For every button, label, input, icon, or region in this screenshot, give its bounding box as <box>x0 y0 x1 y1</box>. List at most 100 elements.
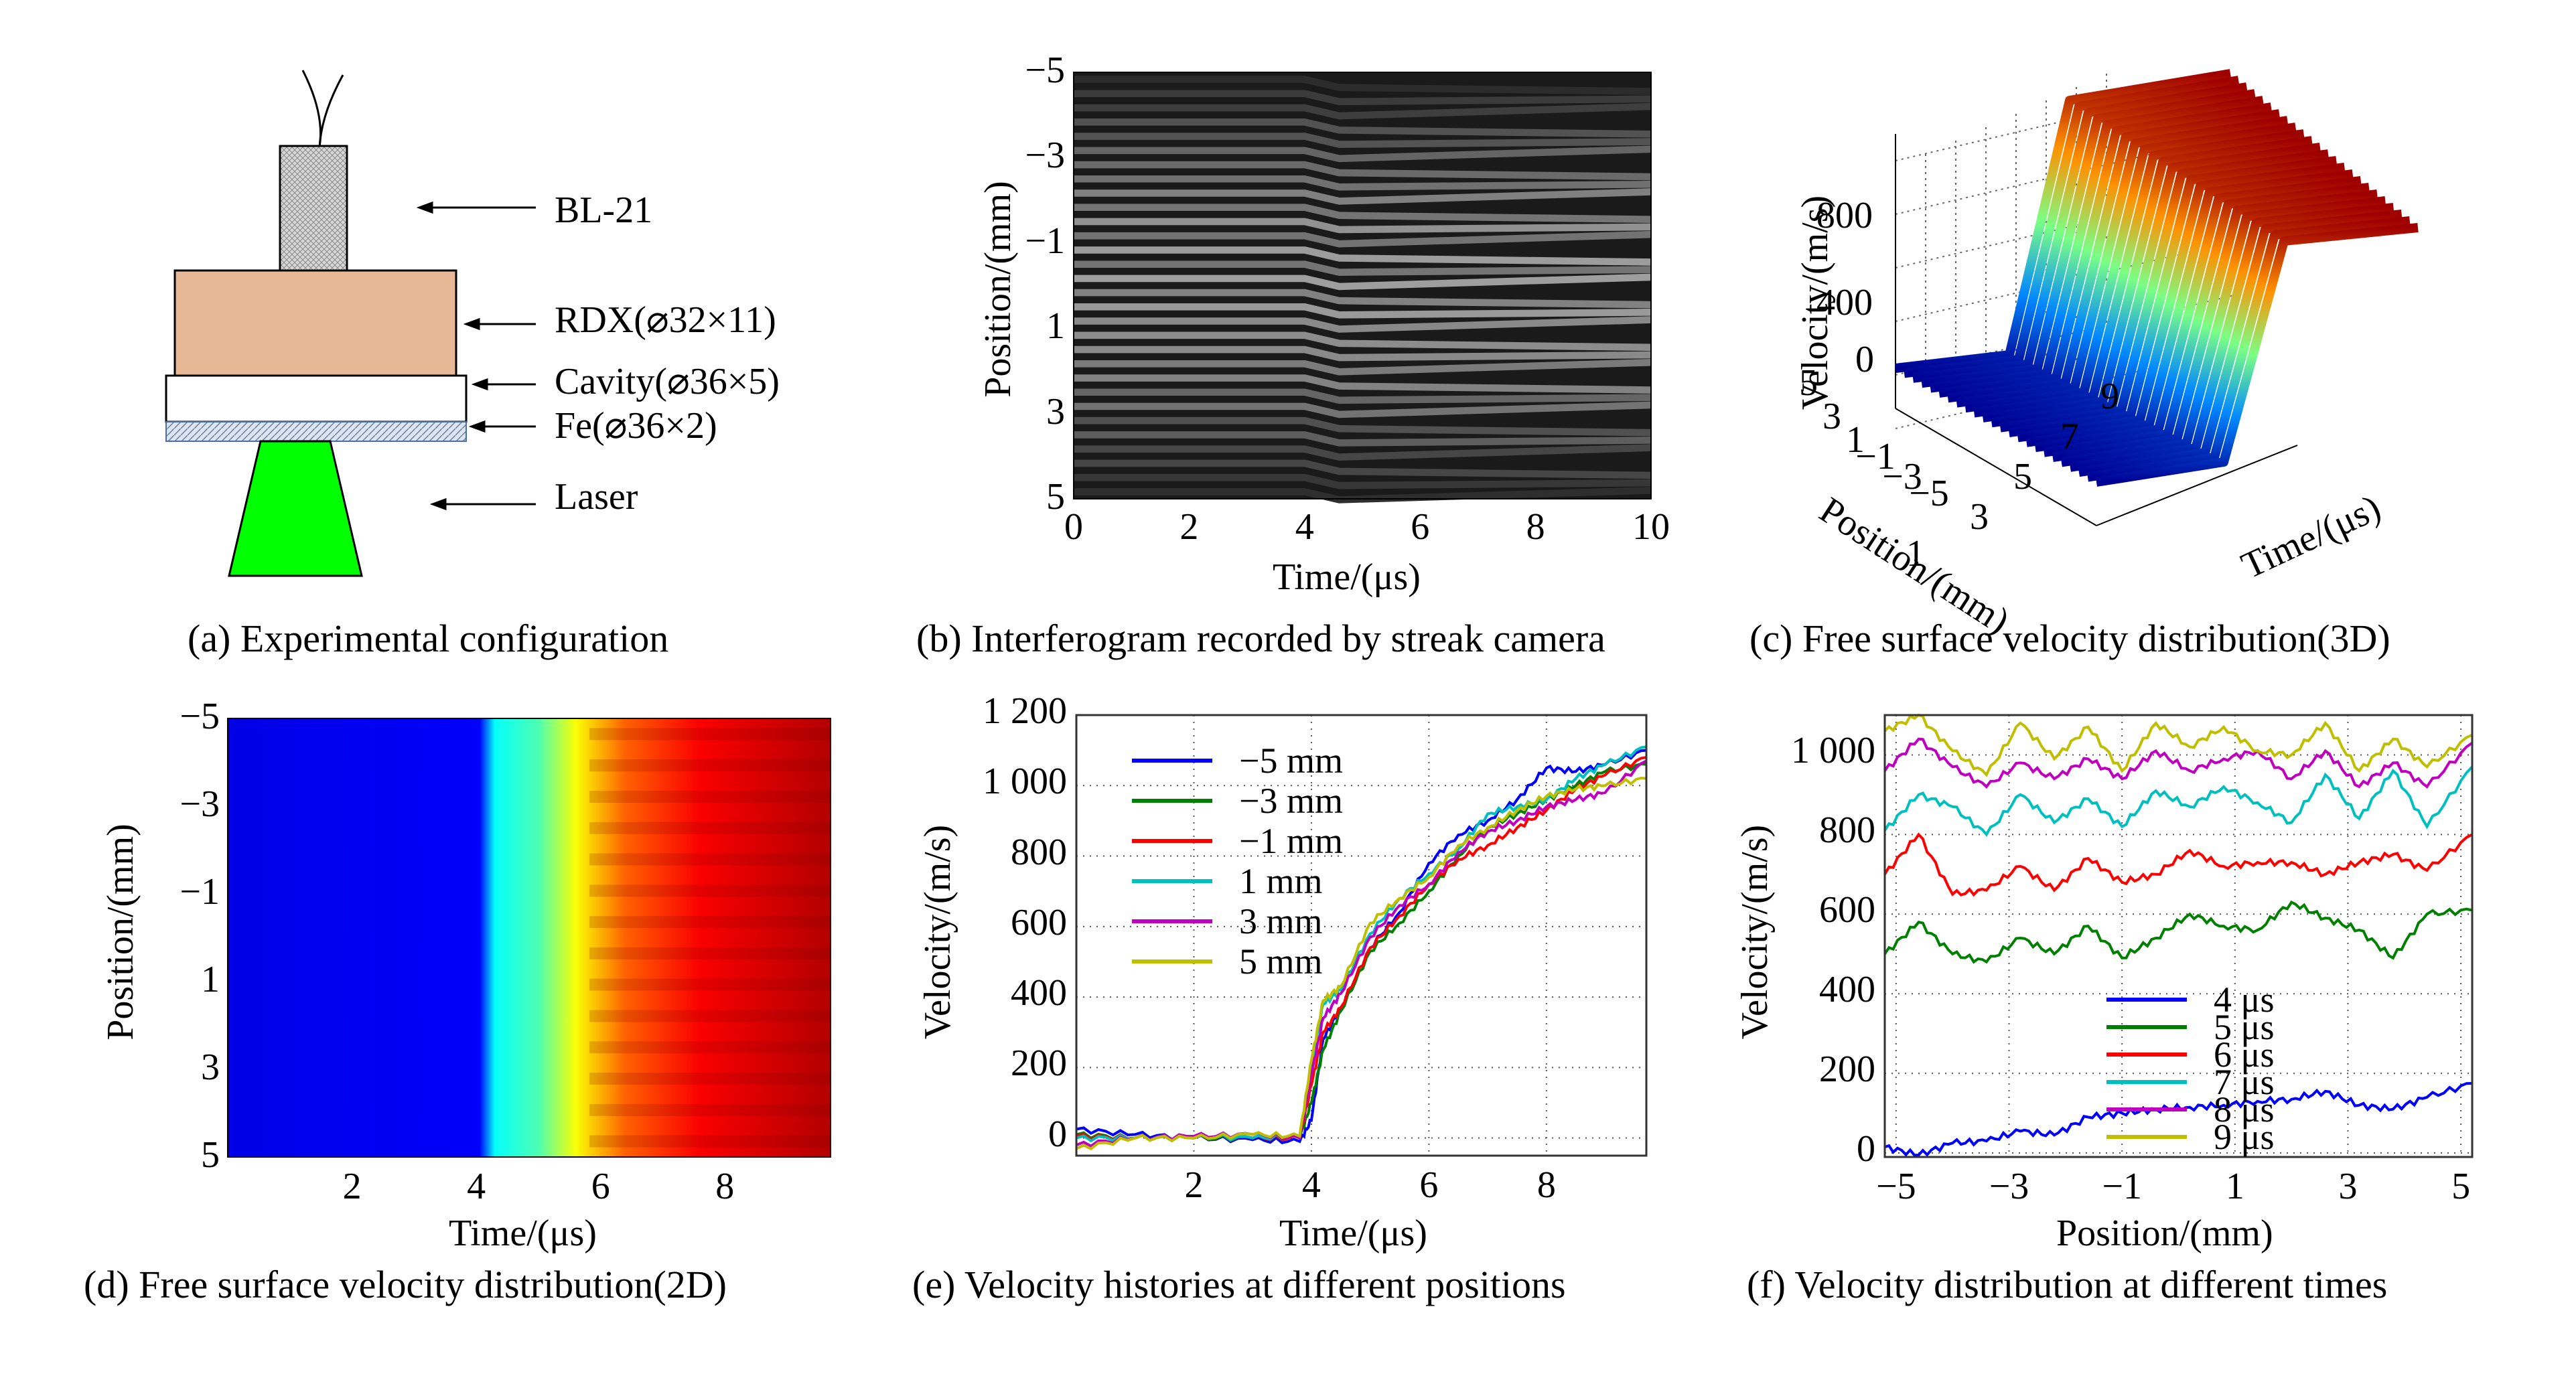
c-surface-strip <box>2095 223 2419 487</box>
b-ytick: 5 <box>1046 476 1065 518</box>
label-rdx: RDX(⌀32×11) <box>555 299 776 341</box>
xtick-label: 1 <box>2225 1166 2244 1207</box>
b-ytick: 3 <box>1046 390 1065 433</box>
c-ztick-0: 0 <box>1855 339 1874 380</box>
c-surface-strip <box>2025 169 2354 447</box>
c-surface-strip <box>2043 183 2370 457</box>
c-ytick: 1 <box>1846 419 1865 461</box>
b-fringe <box>1074 487 1652 504</box>
b-fringe <box>1074 316 1652 333</box>
legend-entry: 4 μs <box>2106 979 2274 1020</box>
rdx-charge <box>173 269 457 377</box>
ytick-label: 400 <box>1011 972 1067 1014</box>
detonator-wire-left <box>301 70 322 148</box>
b-fringe <box>1074 331 1652 352</box>
legend-swatch <box>2106 998 2187 1002</box>
ytick-label: 600 <box>1011 901 1067 943</box>
label-fe: Fe(⌀36×2) <box>555 405 717 447</box>
b-ytick: −3 <box>1025 135 1065 177</box>
legend-label: 9 μs <box>2214 1117 2275 1157</box>
c-surface-strip <box>1947 109 2281 403</box>
legend-entry: 5 mm <box>1132 941 1323 982</box>
series-line-7μs <box>1883 765 2474 837</box>
caption-e: (e) Velocity histories at different posi… <box>912 1263 1566 1306</box>
e-xlabel: Time/(μs) <box>1279 1213 1427 1254</box>
legend-swatch <box>2106 1135 2187 1139</box>
legend-swatch <box>2106 1080 2187 1084</box>
c-surface-strip <box>1991 143 2321 428</box>
velocity-distribution-chart <box>1883 713 2474 1158</box>
b-frame <box>1073 72 1652 499</box>
ytick-label: 1 000 <box>983 761 1067 803</box>
legend-entry: 8 μs <box>2106 1089 2274 1130</box>
legend-entry: −1 mm <box>1132 820 1343 862</box>
c-surface-strip <box>1921 89 2256 388</box>
fe-plate <box>165 421 467 442</box>
b-fringe <box>1074 119 1652 138</box>
legend-label: −1 mm <box>1239 821 1343 861</box>
c-ytick: 5 <box>1799 362 1818 404</box>
b-fringe <box>1074 188 1652 205</box>
b-fringe <box>1074 273 1652 291</box>
d-ytick: 3 <box>201 1047 220 1088</box>
c-yaxis <box>1895 408 2097 526</box>
legend-swatch <box>1132 919 1212 923</box>
xtick-label: −1 <box>2102 1166 2142 1207</box>
c-surface-strip <box>2060 196 2386 467</box>
legend-label: 4 μs <box>2214 980 2275 1020</box>
b-fringe <box>1074 218 1652 234</box>
legend-entry: −3 mm <box>1132 780 1343 822</box>
b-ytick: −5 <box>1025 50 1065 91</box>
b-fringe <box>1074 175 1652 191</box>
b-fringe <box>1074 473 1652 489</box>
b-fringe <box>1074 444 1652 461</box>
b-xtick: 8 <box>1526 506 1545 548</box>
c-xaxis <box>2096 445 2298 526</box>
legend-entry: 1 mm <box>1132 860 1323 902</box>
b-ytick: 1 <box>1046 305 1065 347</box>
plot-frame <box>1075 714 1648 1157</box>
ytick-label: 800 <box>1819 809 1875 852</box>
d-xtick: 4 <box>467 1166 486 1207</box>
c-ztick-800: 800 <box>1816 195 1873 236</box>
legend-entry: 3 mm <box>1132 901 1323 942</box>
c-surface-strip <box>1930 96 2264 393</box>
ytick-label: 200 <box>1011 1042 1067 1085</box>
b-xtick: 2 <box>1179 506 1199 548</box>
b-fringe <box>1074 76 1652 95</box>
label-cavity: Cavity(⌀36×5) <box>555 361 780 402</box>
xtick-label: 4 <box>1301 1164 1321 1206</box>
b-fringe <box>1074 289 1652 309</box>
xtick-label: 5 <box>2451 1166 2471 1207</box>
b-fringe <box>1074 374 1652 394</box>
d-ylabel: Position/(mm) <box>100 824 141 1040</box>
legend-label: 5 mm <box>1239 941 1323 982</box>
legend-entry: 6 μs <box>2106 1034 2274 1075</box>
ytick-label: 200 <box>1819 1049 1875 1091</box>
legend-label: 8 μs <box>2214 1089 2275 1130</box>
b-fringe <box>1074 230 1652 248</box>
d-ytick: −3 <box>180 783 220 825</box>
b-xtick: 4 <box>1295 506 1314 548</box>
c-surface-strip <box>1964 123 2297 413</box>
d-xtick: 2 <box>342 1166 362 1207</box>
ytick-label: 0 <box>1048 1113 1067 1155</box>
legend-label: −5 mm <box>1239 741 1343 781</box>
legend-entry: −5 mm <box>1132 740 1343 781</box>
caption-d: (d) Free surface velocity distribution(2… <box>84 1263 727 1306</box>
b-fringe <box>1074 388 1652 404</box>
legend-label: 7 μs <box>2214 1062 2275 1102</box>
c-xtick: 5 <box>2013 456 2032 497</box>
c-ytick: −5 <box>1909 473 1949 514</box>
caption-a: (a) Experimental configuration <box>188 617 669 660</box>
xtick-label: 3 <box>2338 1166 2358 1207</box>
b-fringe <box>1074 431 1652 447</box>
c-surface-strip <box>1904 76 2240 378</box>
legend-swatch <box>1132 799 1212 803</box>
b-xtick: 10 <box>1632 506 1670 548</box>
b-ytick: −1 <box>1025 220 1065 262</box>
legend-swatch <box>1132 839 1212 843</box>
d-frame <box>227 718 831 1158</box>
xtick-label: 2 <box>1184 1164 1204 1206</box>
velocity-3d-surface <box>1895 69 2419 526</box>
